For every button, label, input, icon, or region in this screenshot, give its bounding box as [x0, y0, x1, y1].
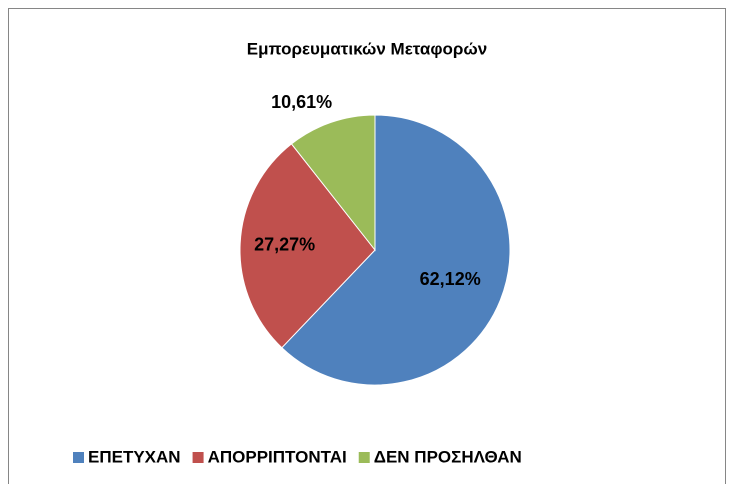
pie-slice [290, 114, 376, 252]
pie-slice [239, 143, 376, 349]
legend-label: ΕΠΕΤΥΧΑΝ [88, 447, 181, 466]
legend-swatch [192, 452, 204, 463]
pie-slice [281, 114, 511, 386]
legend-label: ΔΕΝ ΠΡΟΣΗΛΘΑΝ [374, 447, 522, 466]
data-label: 10,61% [271, 92, 332, 112]
data-label: 27,27% [254, 234, 315, 254]
chart-title: Εμπορευματικών Μεταφορών [247, 39, 487, 58]
data-label: 62,12% [420, 269, 481, 289]
legend-swatch [73, 452, 84, 463]
legend-swatch [358, 452, 370, 463]
legend-label: ΑΠΟΡΡΙΠΤΟΝΤΑΙ [208, 447, 347, 466]
